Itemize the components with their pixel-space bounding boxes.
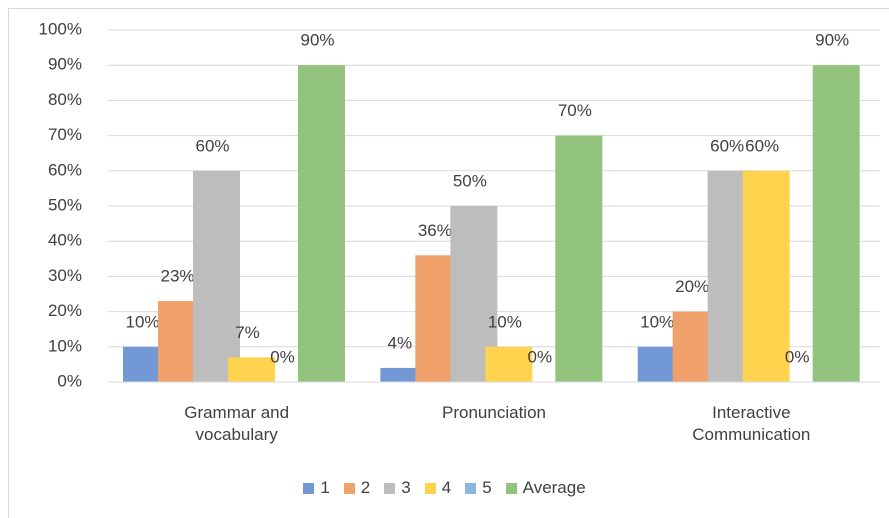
- data-label: 36%: [418, 221, 452, 240]
- data-label: 20%: [675, 277, 709, 296]
- bar: [228, 357, 275, 382]
- bar: [742, 170, 790, 382]
- legend-swatch: [343, 482, 355, 494]
- y-tick-label: 50%: [48, 195, 82, 214]
- y-tick-label: 10%: [48, 336, 82, 355]
- legend-label: 3: [401, 478, 411, 497]
- data-label: 90%: [300, 31, 334, 50]
- data-label: 10%: [640, 312, 674, 331]
- bar: [298, 65, 345, 382]
- data-label: 10%: [125, 312, 159, 331]
- y-tick-label: 30%: [48, 266, 82, 285]
- x-tick-label: Grammar and vocabulary: [184, 403, 290, 444]
- y-tick-label: 60%: [48, 160, 82, 179]
- legend-label: 4: [441, 478, 452, 497]
- x-tick-label: Interactive Communication: [692, 403, 811, 444]
- legend-item: 2: [343, 478, 371, 498]
- legend-swatch: [465, 482, 477, 494]
- y-tick-label: 100%: [39, 19, 82, 38]
- y-tick-label: 70%: [48, 125, 82, 144]
- x-tick-label: Pronunciation: [442, 403, 546, 422]
- legend-label: 2: [360, 478, 371, 497]
- legend-swatch: [505, 482, 517, 494]
- y-tick-label: 90%: [48, 55, 82, 74]
- bar: [193, 170, 240, 382]
- legend-label: Average: [522, 478, 586, 497]
- bar: [555, 135, 603, 382]
- data-label: 50%: [453, 171, 487, 190]
- legend-item: 4: [424, 478, 452, 498]
- legend-item: 3: [384, 478, 411, 498]
- legend-label: 5: [482, 478, 492, 497]
- data-label: 60%: [745, 136, 779, 155]
- y-tick-label: 20%: [48, 301, 82, 320]
- chart-border: [8, 8, 889, 518]
- y-tick-label: 80%: [48, 90, 82, 109]
- data-label: 60%: [710, 136, 744, 155]
- data-label: 70%: [558, 101, 592, 120]
- bar: [812, 65, 860, 382]
- legend-item: Average: [505, 478, 586, 498]
- y-tick-label: 0%: [57, 371, 82, 390]
- data-label: 4%: [388, 333, 413, 352]
- data-label: 10%: [488, 312, 522, 331]
- legend-swatch: [303, 482, 315, 494]
- bar: [485, 346, 533, 382]
- legend-item: 5: [465, 478, 492, 498]
- data-label: 7%: [235, 323, 260, 342]
- legend-swatch: [424, 482, 436, 494]
- y-tick-label: 40%: [48, 231, 82, 250]
- data-label: 0%: [528, 347, 553, 366]
- legend-label: 1: [320, 478, 330, 497]
- data-label: 0%: [270, 347, 295, 366]
- data-label: 23%: [160, 267, 194, 286]
- data-label: 60%: [195, 136, 229, 155]
- legend: 1 2 3 4 5 Average: [0, 478, 889, 498]
- data-label: 0%: [785, 347, 810, 366]
- legend-item: 1: [303, 478, 330, 498]
- legend-swatch: [384, 482, 396, 494]
- data-label: 90%: [815, 31, 849, 50]
